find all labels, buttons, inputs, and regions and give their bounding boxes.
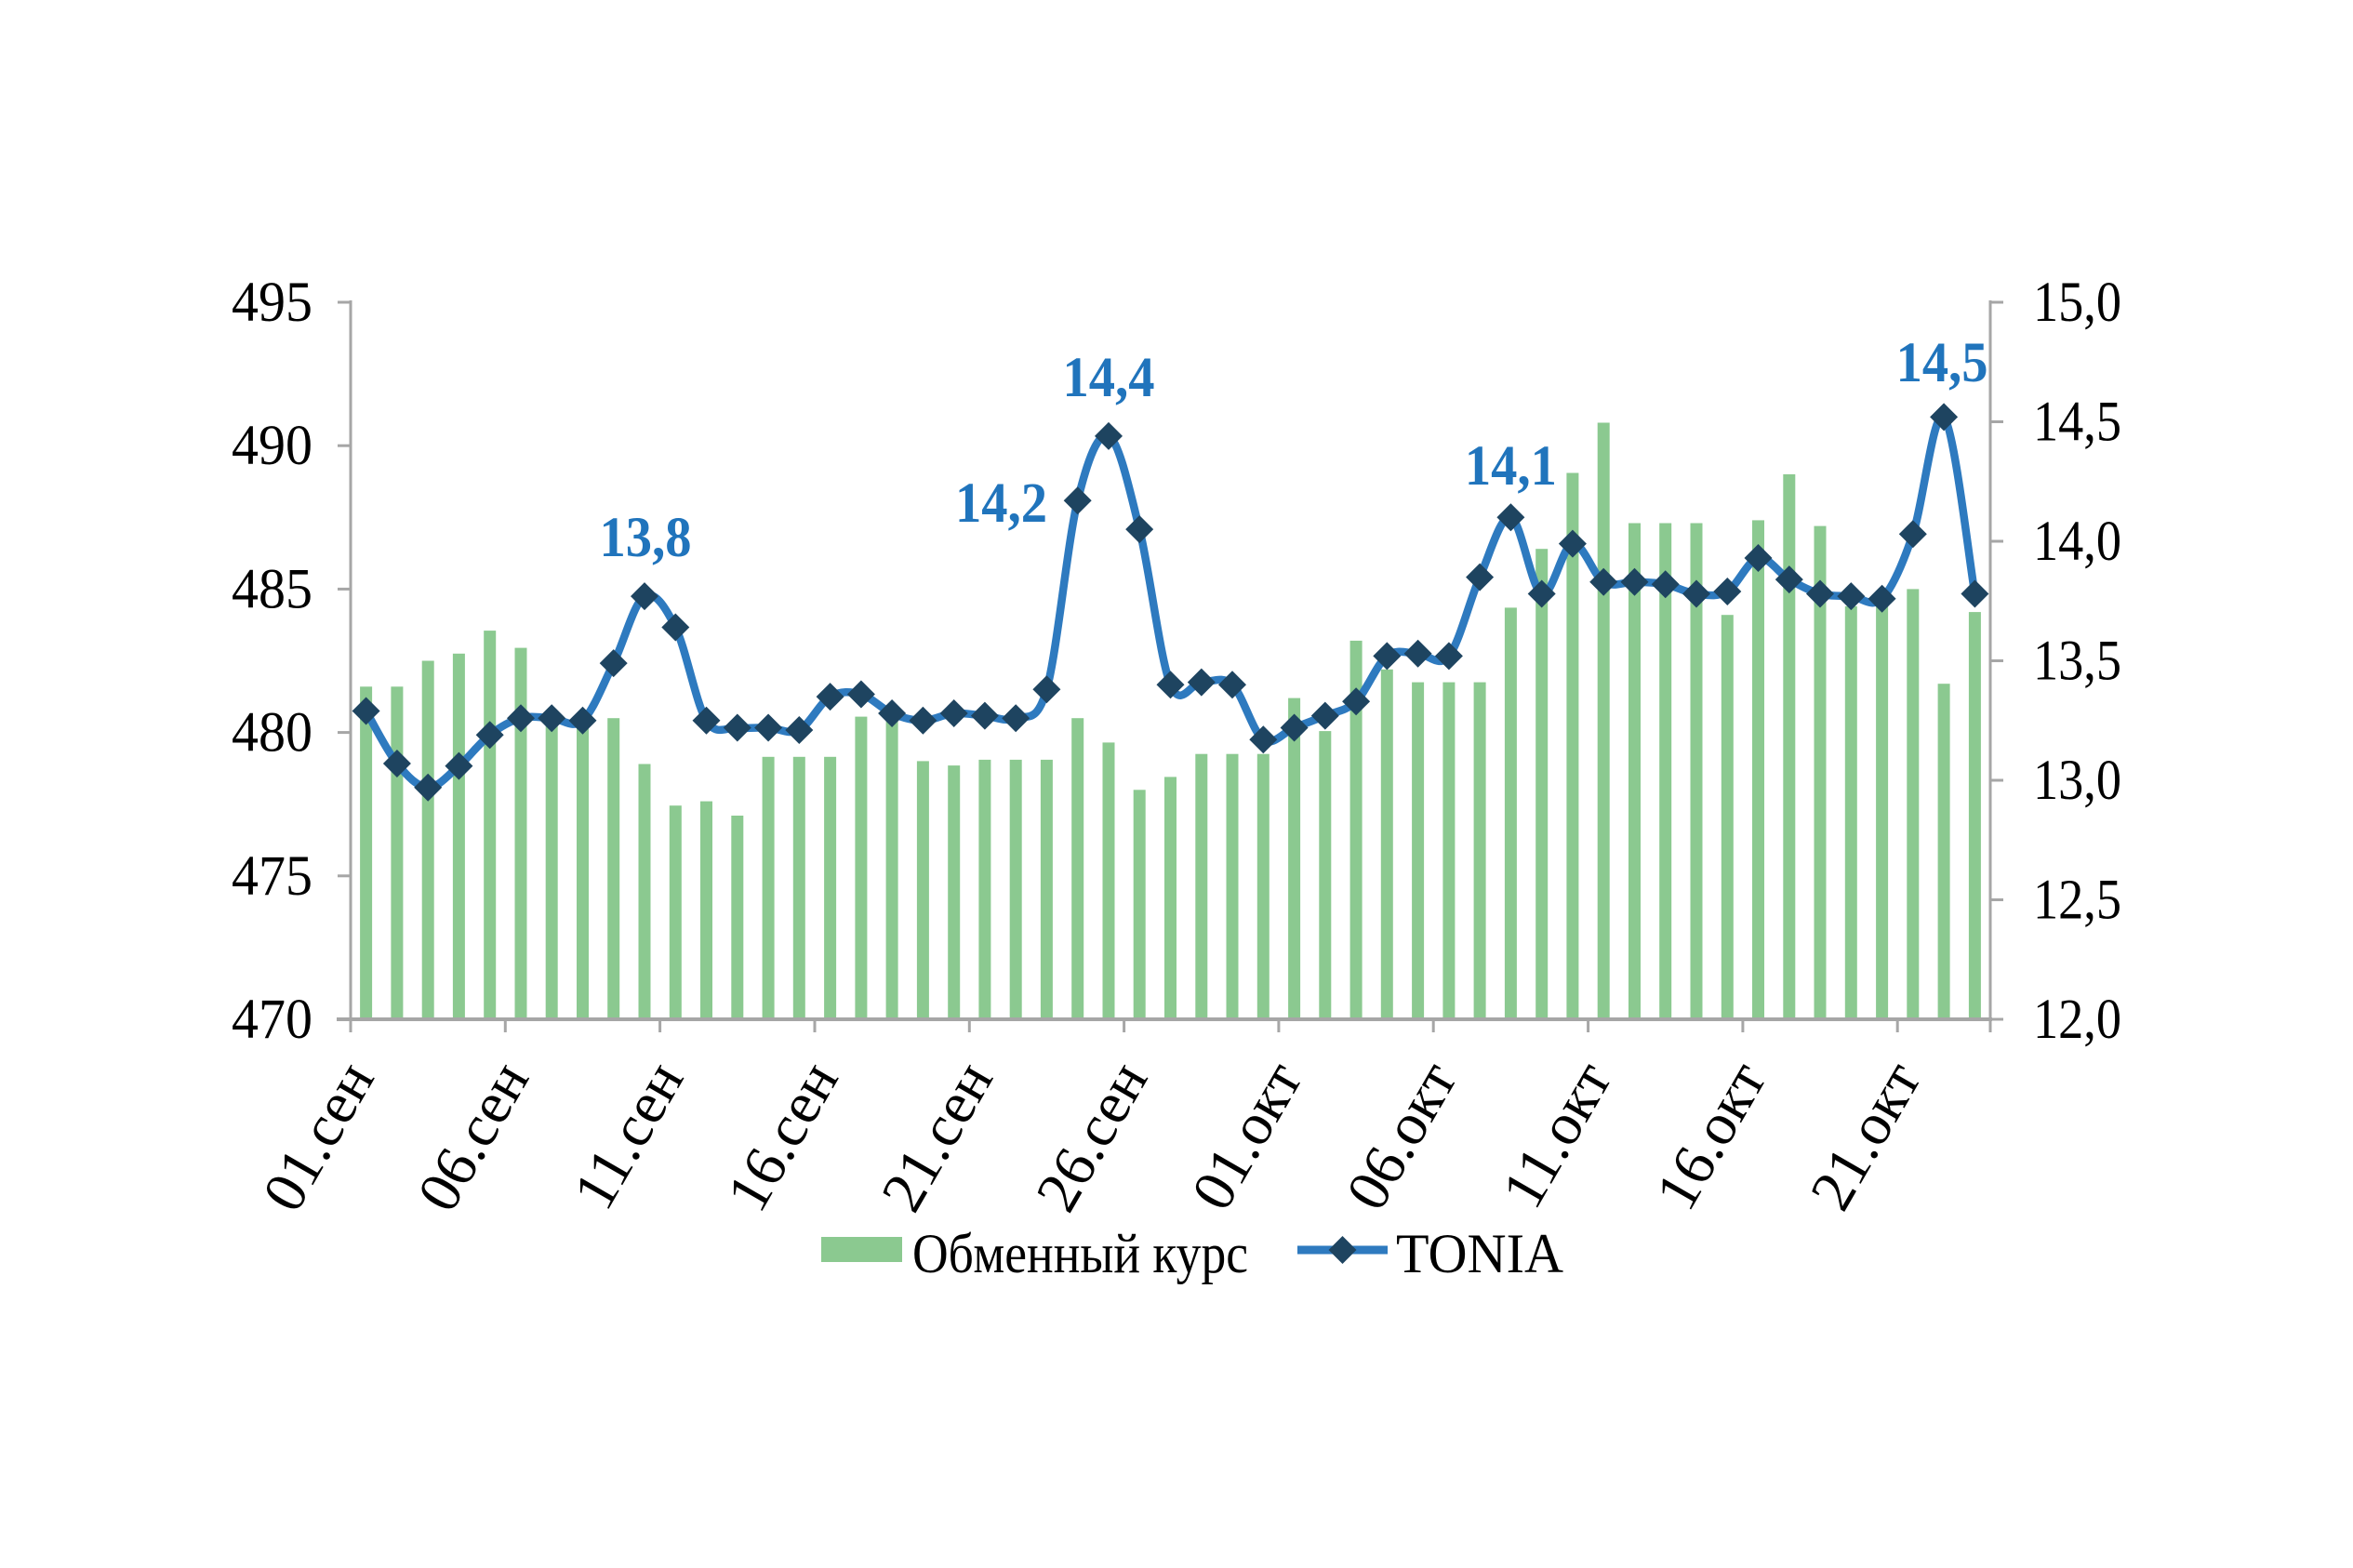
svg-text:485: 485 xyxy=(232,558,312,620)
svg-text:495: 495 xyxy=(232,272,312,334)
svg-text:13,8: 13,8 xyxy=(600,507,692,569)
svg-text:TONIA: TONIA xyxy=(1396,1223,1563,1284)
svg-text:470: 470 xyxy=(232,989,312,1051)
svg-text:15,0: 15,0 xyxy=(2033,272,2121,334)
svg-text:14,4: 14,4 xyxy=(1063,347,1155,409)
svg-text:14,5: 14,5 xyxy=(2033,392,2121,454)
svg-text:475: 475 xyxy=(232,845,312,908)
svg-text:14,0: 14,0 xyxy=(2033,511,2121,573)
svg-text:480: 480 xyxy=(232,702,312,764)
svg-text:14,1: 14,1 xyxy=(1465,435,1557,498)
svg-text:14,5: 14,5 xyxy=(1896,332,1988,394)
svg-text:12,5: 12,5 xyxy=(2033,870,2121,932)
svg-text:12,0: 12,0 xyxy=(2033,989,2121,1051)
svg-text:14,2: 14,2 xyxy=(955,472,1047,535)
svg-text:490: 490 xyxy=(232,415,312,477)
svg-text:Обменный курс: Обменный курс xyxy=(912,1223,1248,1284)
svg-text:13,5: 13,5 xyxy=(2033,631,2121,693)
svg-text:13,0: 13,0 xyxy=(2033,750,2121,812)
